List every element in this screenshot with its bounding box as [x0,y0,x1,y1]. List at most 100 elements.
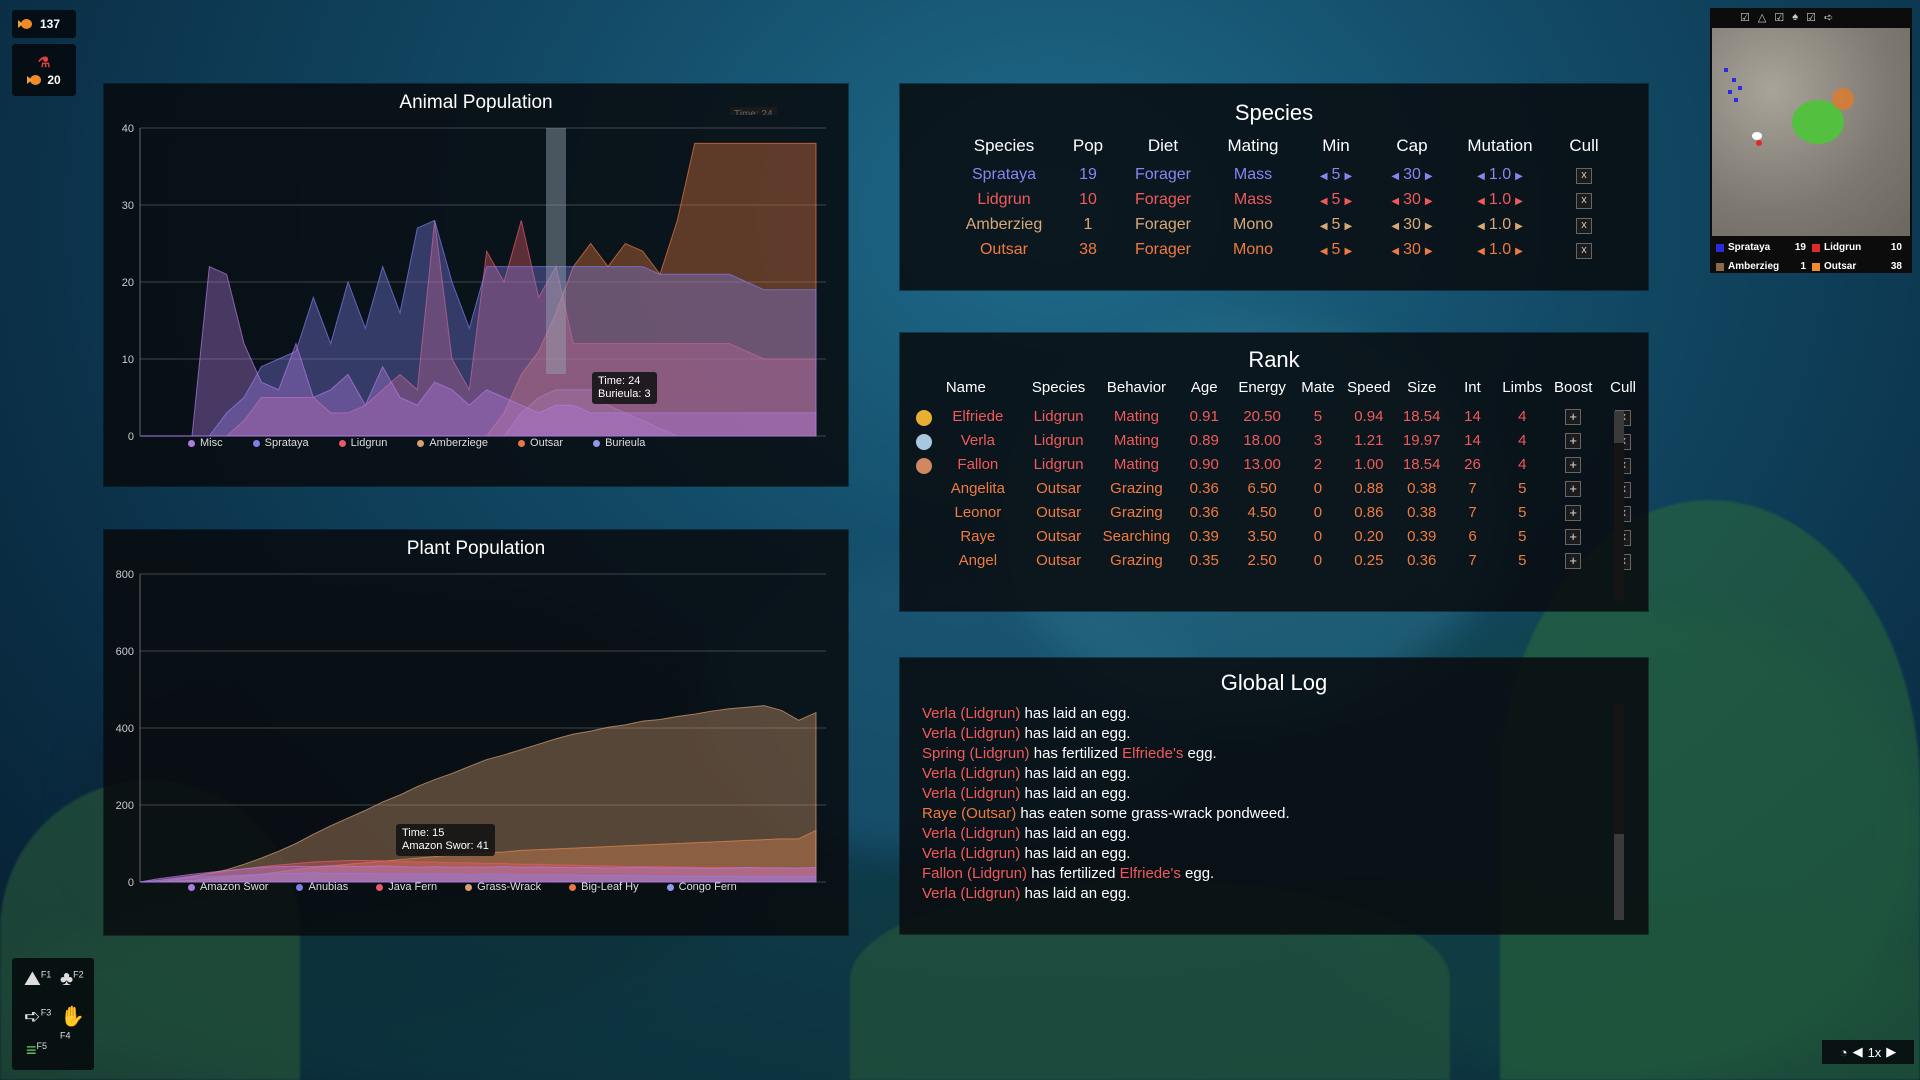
rank-scrollbar[interactable] [1614,411,1624,601]
boost-button[interactable]: + [1565,456,1582,473]
log-actor[interactable]: Verla (Lidgrun) [922,825,1021,842]
min-decrease-icon[interactable]: ◀ [1319,170,1328,182]
rank-row[interactable]: Verla Lidgrun Mating 0.89 18.00 3 1.21 1… [910,428,1648,452]
log-actor[interactable]: Verla (Lidgrun) [922,705,1021,722]
species-mating[interactable]: Mass [1233,165,1273,183]
animal-chart[interactable]: 0 10 20 30 40 [104,116,848,466]
checkbox-icon[interactable]: ☑ [1774,12,1785,24]
rank-row[interactable]: Angelita Outsar Grazing 0.36 6.50 0 0.88… [910,476,1648,500]
mountain-icon[interactable]: △ [1757,12,1767,24]
min-decrease-icon[interactable]: ◀ [1319,220,1328,232]
creature-name[interactable]: Elfriede [910,404,1022,428]
log-actor[interactable]: Verla (Lidgrun) [922,725,1021,742]
creature-name[interactable]: Fallon [910,452,1022,476]
series-area-grass-wrack[interactable] [140,705,817,883]
log-target[interactable]: Elfriede's [1119,865,1181,882]
creature-name[interactable]: Angelita [950,479,1005,497]
menu-button[interactable]: ≡F5 [26,1040,48,1060]
species-diet[interactable]: Forager [1134,215,1192,233]
legend-item[interactable]: Grass-Wrack [465,881,541,893]
legend-item[interactable]: Sprataya [252,437,309,449]
mutation-increase-icon[interactable]: ▶ [1515,220,1523,232]
rank-row[interactable]: Fallon Lidgrun Mating 0.90 13.00 2 1.00 … [910,452,1648,476]
species-mating[interactable]: Mono [1232,215,1274,233]
speed-increase-button[interactable]: ▶ [1886,1044,1897,1059]
min-increase-icon[interactable]: ▶ [1344,170,1353,182]
species-name[interactable]: Sprataya [971,165,1037,183]
fish-outline-icon[interactable]: ➪ [1823,12,1834,24]
log-actor[interactable]: Raye (Outsar) [922,805,1017,822]
cap-increase-icon[interactable]: ▶ [1424,170,1433,182]
mutation-increase-icon[interactable]: ▶ [1515,195,1523,207]
series-area-java-fern[interactable] [139,859,817,883]
mutation-decrease-icon[interactable]: ◀ [1477,170,1485,182]
log-actor[interactable]: Verla (Lidgrun) [922,885,1021,902]
plant-icon[interactable]: ♠ [1792,11,1799,23]
legend-item[interactable]: Big-Leaf Hy [569,881,639,893]
cap-decrease-icon[interactable]: ◀ [1391,220,1400,232]
species-mating[interactable]: Mono [1232,240,1274,258]
legend-item[interactable]: Congo Fern [666,881,737,893]
mutation-increase-icon[interactable]: ▶ [1515,245,1523,257]
legend-item[interactable]: Amazon Swor [188,881,268,893]
cull-button[interactable]: x [1576,218,1592,234]
series-area-anubias[interactable] [139,872,817,883]
min-decrease-icon[interactable]: ◀ [1319,245,1328,257]
boost-button[interactable]: + [1565,432,1582,449]
rank-row[interactable]: Leonor Outsar Grazing 0.36 4.50 0 0.86 0… [910,500,1648,524]
creature-name[interactable]: Leonor [954,503,1002,521]
creature-name[interactable]: Raye [960,527,996,545]
log-actor[interactable]: Verla (Lidgrun) [922,765,1021,782]
checkbox-icon[interactable]: ☑ [1740,12,1750,24]
creature-name[interactable]: Verla [910,428,1022,452]
graph-tool-button[interactable]: ⛰F1 [24,968,52,990]
speed-decrease-button[interactable]: ◀ [1852,1044,1863,1059]
rank-row[interactable]: Elfriede Lidgrun Mating 0.91 20.50 5 0.9… [910,404,1648,428]
boost-button[interactable]: + [1565,408,1582,425]
boost-button[interactable]: + [1565,480,1582,497]
minimap[interactable] [1712,28,1910,236]
mutation-decrease-icon[interactable]: ◀ [1477,195,1485,207]
log-actor[interactable]: Fallon (Lidgrun) [922,865,1028,882]
rank-row[interactable]: Angel Outsar Grazing 0.35 2.50 0 0.25 0.… [910,548,1648,572]
mutation-decrease-icon[interactable]: ◀ [1477,220,1485,232]
hand-tool-button[interactable]: ✋F4 [60,1006,85,1041]
species-diet[interactable]: Forager [1134,190,1192,208]
legend-item[interactable]: Amberziege [417,437,488,449]
legend-item[interactable]: Lidgrun [338,437,387,449]
log-actor[interactable]: Verla (Lidgrun) [922,785,1021,802]
cull-button[interactable]: x [1576,193,1592,209]
min-increase-icon[interactable]: ▶ [1344,245,1353,257]
legend-item[interactable]: Java Fern [376,881,437,893]
cap-decrease-icon[interactable]: ◀ [1391,245,1400,257]
cap-increase-icon[interactable]: ▶ [1424,195,1433,207]
boost-button[interactable]: + [1565,504,1582,521]
species-name[interactable]: Outsar [979,240,1028,258]
species-diet[interactable]: Forager [1134,165,1192,183]
cap-decrease-icon[interactable]: ◀ [1391,170,1400,182]
log-scrollbar[interactable] [1614,704,1624,920]
checkbox-icon[interactable]: ☑ [1806,12,1816,24]
min-increase-icon[interactable]: ▶ [1344,195,1353,207]
cap-increase-icon[interactable]: ▶ [1424,245,1433,257]
legend-item[interactable]: Misc [188,437,223,449]
plant-chart[interactable]: 0 200 400 600 800 [104,562,848,912]
boost-button[interactable]: + [1565,552,1582,569]
boost-button[interactable]: + [1565,528,1582,545]
min-decrease-icon[interactable]: ◀ [1319,195,1328,207]
series-area-misc[interactable] [140,265,817,437]
species-mating[interactable]: Mass [1233,190,1273,208]
log-target[interactable]: Elfriede's [1122,745,1184,762]
creature-name[interactable]: Angel [958,551,998,569]
cull-button[interactable]: x [1576,243,1592,259]
cap-increase-icon[interactable]: ▶ [1424,220,1433,232]
species-name[interactable]: Lidgrun [977,190,1031,208]
legend-item[interactable]: Anubias [296,881,348,893]
log-actor[interactable]: Spring (Lidgrun) [922,745,1030,762]
min-increase-icon[interactable]: ▶ [1344,220,1353,232]
series-area-amazon-swor[interactable] [139,865,817,883]
legend-item[interactable]: Outsar [518,437,563,449]
mutation-increase-icon[interactable]: ▶ [1515,170,1523,182]
species-name[interactable]: Amberzieg [965,215,1043,233]
log-actor[interactable]: Verla (Lidgrun) [922,845,1021,862]
